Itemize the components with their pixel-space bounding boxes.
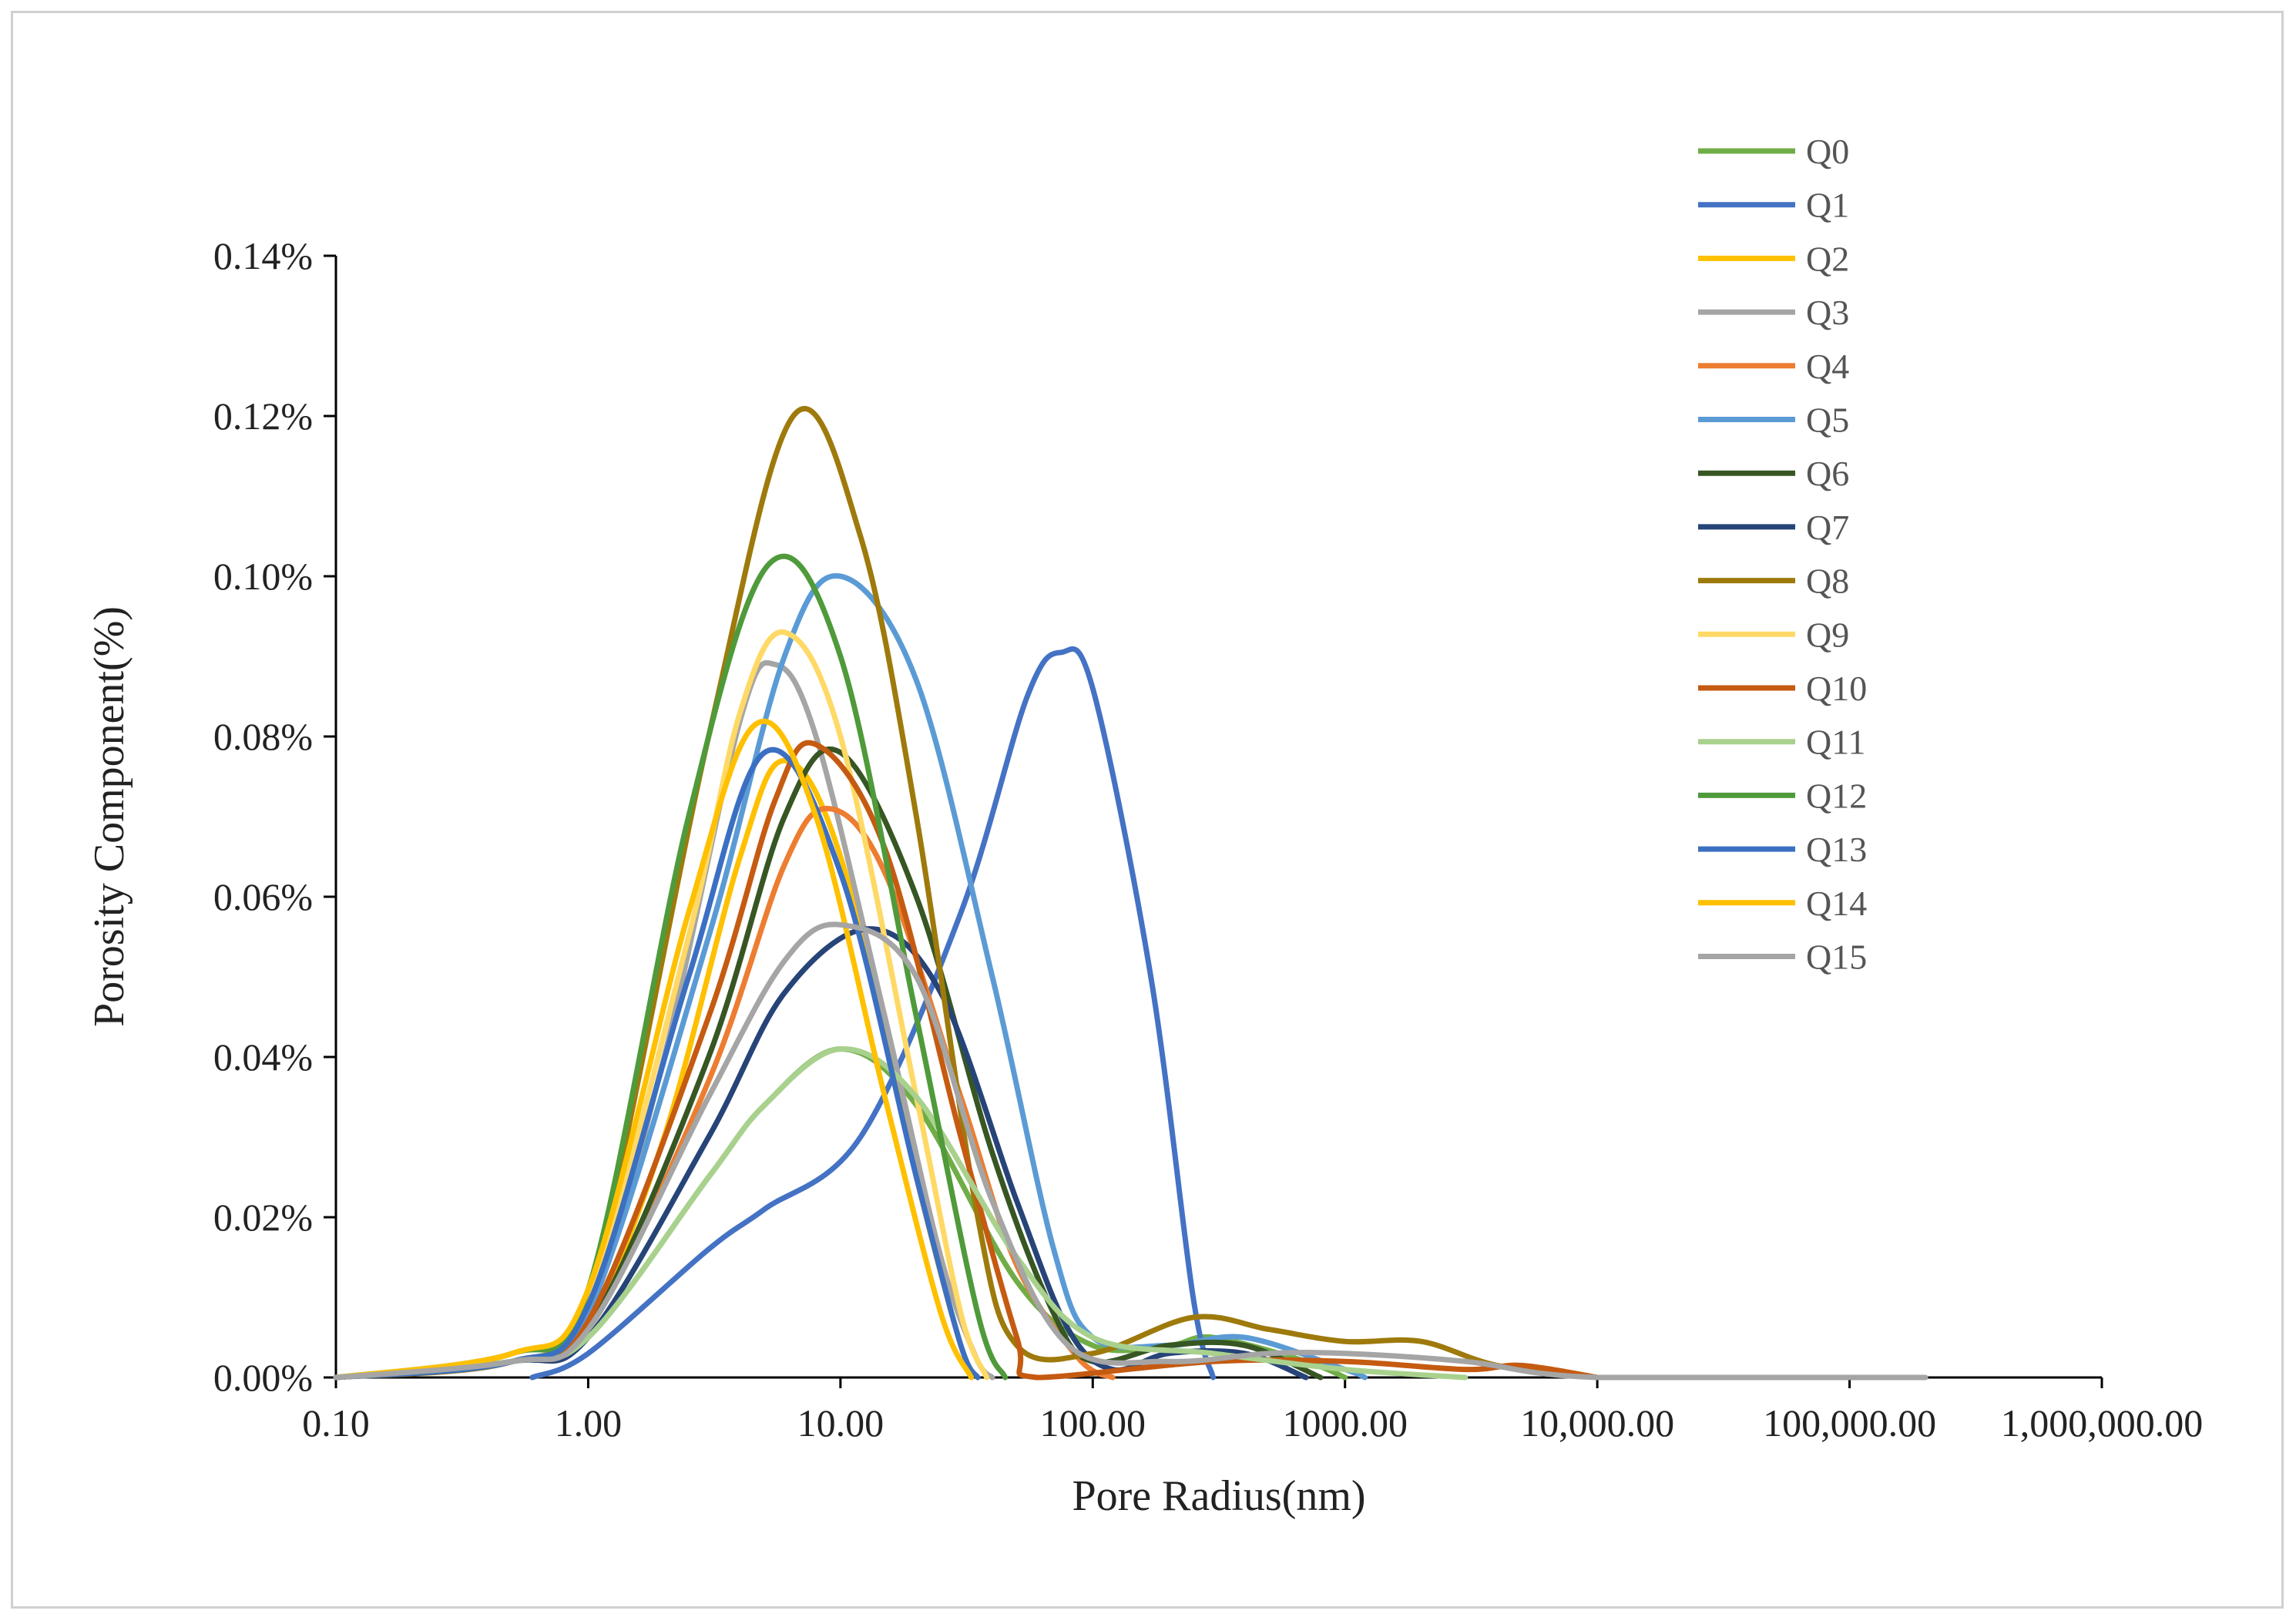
x-tick-label: 100.00 xyxy=(1040,1401,1146,1444)
series-line-q7 xyxy=(333,926,1309,1381)
y-tick-label: 0.04% xyxy=(213,1035,313,1079)
y-tick-label: 0.12% xyxy=(213,394,313,438)
series-line-q9 xyxy=(333,629,990,1381)
legend-label-q13: Q13 xyxy=(1806,830,1867,869)
legend-label-q9: Q9 xyxy=(1806,615,1849,654)
legend-label-q0: Q0 xyxy=(1806,132,1849,171)
series-line-q13 xyxy=(333,747,981,1381)
legend-label-q7: Q7 xyxy=(1806,508,1849,547)
chart-frame xyxy=(11,11,2284,1609)
legend-label-q2: Q2 xyxy=(1806,239,1849,278)
y-tick-label: 0.14% xyxy=(213,234,313,277)
y-axis-title: Porosity Component(%) xyxy=(86,606,133,1027)
x-tick-label: 100,000.00 xyxy=(1763,1401,1936,1444)
legend-label-q3: Q3 xyxy=(1806,293,1849,332)
series-line-q15 xyxy=(333,921,1928,1381)
legend-label-q8: Q8 xyxy=(1806,562,1849,601)
legend-label-q4: Q4 xyxy=(1806,347,1849,386)
y-tick-label: 0.02% xyxy=(213,1196,313,1239)
legend-label-q11: Q11 xyxy=(1806,723,1866,762)
series-line-q10 xyxy=(333,740,1600,1381)
x-tick-label: 0.10 xyxy=(302,1401,370,1444)
y-tick-label: 0.10% xyxy=(213,555,313,598)
legend-label-q15: Q15 xyxy=(1806,938,1867,977)
x-tick-label: 1,000,000.00 xyxy=(2001,1401,2204,1444)
y-tick-label: 0.00% xyxy=(213,1356,313,1399)
legend: Q0 Q1 Q2 Q3 Q4 Q5 Q6 Q7 Q8 Q9 Q10 Q11 Q12 Q13 Q14 Q15 xyxy=(1698,132,1867,977)
x-tick-label: 1000.00 xyxy=(1282,1401,1408,1444)
series-line-q14 xyxy=(333,718,975,1381)
x-tick-label: 10,000.00 xyxy=(1520,1401,1674,1444)
legend-label-q14: Q14 xyxy=(1806,884,1867,923)
legend-label-q1: Q1 xyxy=(1806,186,1849,225)
legend-label-q5: Q5 xyxy=(1806,401,1849,440)
series-line-q3 xyxy=(333,659,995,1381)
y-tick-label: 0.08% xyxy=(213,715,313,758)
y-tick-label: 0.06% xyxy=(213,875,313,918)
legend-label-q10: Q10 xyxy=(1806,669,1867,708)
tick-labels: 0.00% 0.02% 0.04% 0.06% 0.08% 0.10% 0.12% 0.14%… xyxy=(213,234,2203,1444)
legend-label-q12: Q12 xyxy=(1806,776,1867,815)
series-lines xyxy=(333,406,1928,1381)
legend-label-q6: Q6 xyxy=(1806,454,1849,493)
x-axis-title: Pore Radius(nm) xyxy=(1072,1472,1365,1520)
x-tick-label: 10.00 xyxy=(797,1401,884,1444)
x-tick-label: 1.00 xyxy=(555,1401,623,1444)
series-line-q12 xyxy=(333,553,1009,1381)
series-line-q0 xyxy=(333,1046,1348,1381)
series-line-q4 xyxy=(333,806,1116,1381)
series-line-q1 xyxy=(529,646,1216,1381)
